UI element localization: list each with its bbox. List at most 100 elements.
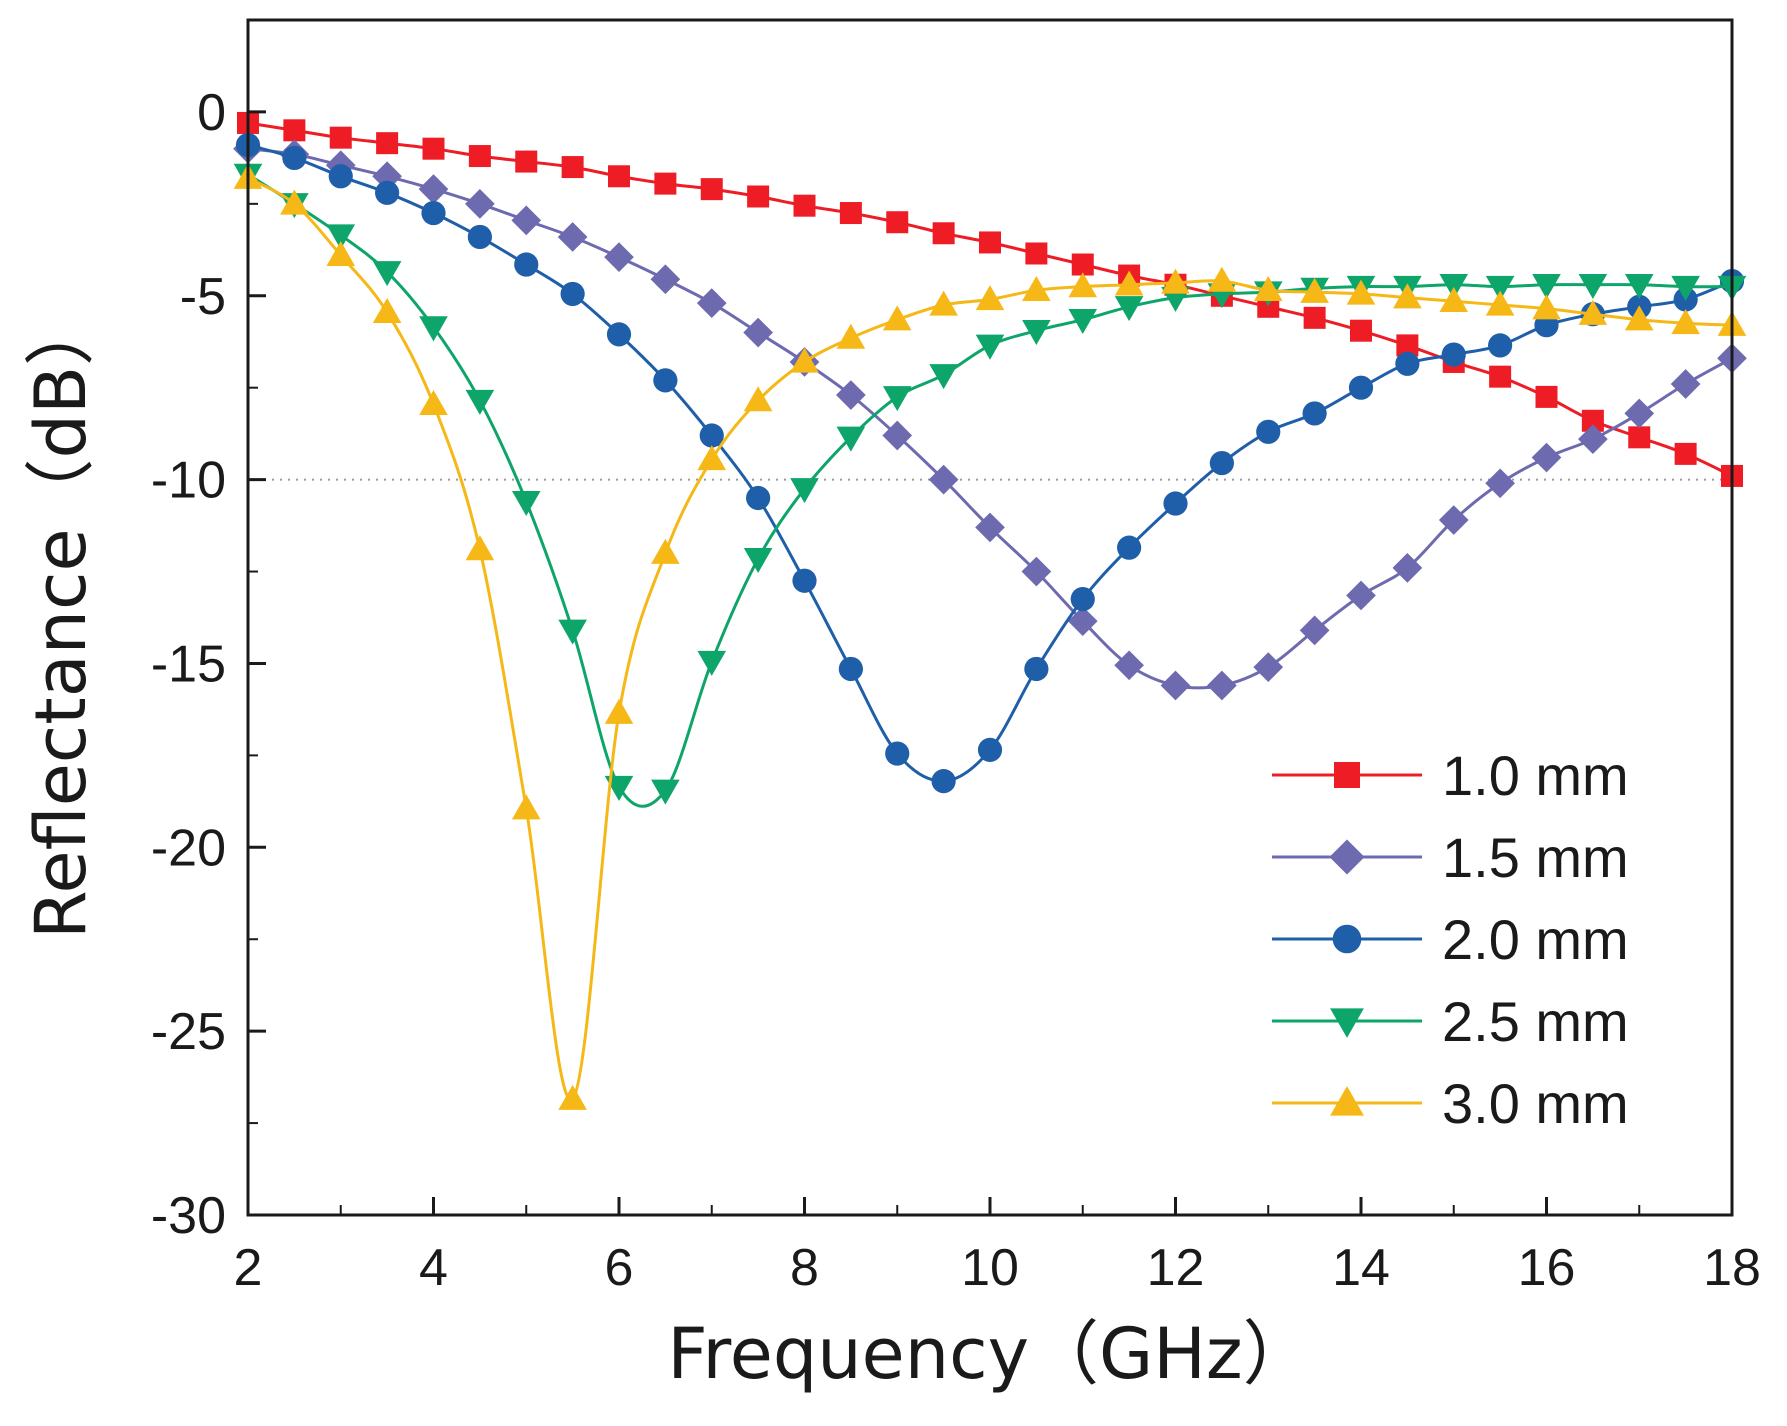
data-point-1_0-mm <box>561 156 584 179</box>
data-point-3_0-mm <box>1485 290 1515 316</box>
data-point-1_5-mm <box>418 174 449 204</box>
series-2_0-mm <box>235 132 1745 794</box>
legend-marker <box>1330 1086 1364 1116</box>
data-point-1_0-mm <box>1025 242 1048 265</box>
data-point-3_0-mm <box>280 189 309 215</box>
data-point-2_5-mm <box>697 650 727 676</box>
data-point-2_5-mm <box>326 224 356 250</box>
data-point-1_0-mm <box>422 137 445 160</box>
data-point-1_0-mm <box>283 119 306 142</box>
data-point-2_5-mm <box>1114 296 1144 322</box>
data-point-3_0-mm <box>1346 279 1376 305</box>
data-point-2_0-mm <box>606 322 632 347</box>
data-point-3_0-mm <box>1114 270 1144 296</box>
data-point-2_5-mm <box>1022 319 1051 345</box>
data-point-1_5-mm <box>1346 580 1376 611</box>
data-point-1_0-mm <box>376 132 399 155</box>
x-tick-label: 10 <box>961 1239 1019 1297</box>
data-point-2_5-mm <box>651 779 680 805</box>
x-tick-label: 4 <box>419 1239 448 1297</box>
data-point-2_5-mm <box>1068 308 1098 334</box>
data-point-2_5-mm <box>465 389 495 415</box>
data-point-1_0-mm <box>1350 319 1372 342</box>
data-point-2_5-mm <box>419 316 448 342</box>
data-point-2_5-mm <box>882 386 912 412</box>
data-point-2_0-mm <box>1256 419 1281 444</box>
data-point-3_0-mm <box>1532 294 1561 320</box>
data-point-2_0-mm <box>1441 342 1466 367</box>
data-point-3_0-mm <box>1439 286 1469 313</box>
data-point-2_0-mm <box>1348 375 1374 400</box>
data-point-1_0-mm <box>515 150 538 173</box>
data-point-3_0-mm <box>651 538 680 564</box>
data-point-2_0-mm <box>514 252 539 277</box>
data-point-1_0-mm <box>468 145 491 168</box>
x-tick-label: 12 <box>1147 1239 1205 1297</box>
data-point-2_5-mm <box>1624 274 1654 300</box>
series-layer <box>233 111 1747 1110</box>
x-tick-label: 18 <box>1703 1239 1761 1297</box>
data-point-1_5-mm <box>975 512 1005 543</box>
data-point-1_0-mm <box>839 202 862 225</box>
data-point-3_0-mm <box>743 386 773 412</box>
data-point-2_0-mm <box>1163 491 1188 516</box>
data-point-3_0-mm <box>1207 266 1237 292</box>
ticks-layer: 2 4 6 8 10 12 14 16 18 0 -5 -10 -15 -20 -25 -30 <box>151 19 1761 1297</box>
data-point-3_0-mm <box>1578 299 1608 325</box>
data-point-3_0-mm <box>1393 283 1422 309</box>
data-point-1_0-mm <box>1257 295 1280 318</box>
legend-label: 3.0 mm <box>1442 1072 1629 1135</box>
series-2_5-mm <box>233 163 1747 808</box>
legend-entry-1_5-mm: 1.5 mm <box>1272 826 1629 889</box>
y-tick-label: -10 <box>151 452 226 510</box>
legend-marker <box>1330 1008 1364 1038</box>
y-axis-title: Reflectance（dB） <box>20 296 102 939</box>
data-point-3_0-mm <box>1022 275 1051 301</box>
data-point-2_5-mm <box>929 364 958 390</box>
data-point-3_0-mm <box>1068 272 1098 298</box>
data-point-1_0-mm <box>654 172 677 195</box>
data-point-1_5-mm <box>743 317 773 348</box>
legend-entry-3_0-mm: 3.0 mm <box>1272 1072 1629 1135</box>
data-point-2_5-mm <box>790 478 819 504</box>
data-point-2_5-mm <box>975 334 1005 360</box>
data-point-1_5-mm <box>650 264 681 295</box>
data-point-2_5-mm <box>1671 275 1700 301</box>
legend-label: 1.0 mm <box>1442 744 1629 807</box>
data-point-2_0-mm <box>282 145 307 170</box>
series-1_0-mm <box>237 111 1743 487</box>
data-point-1_0-mm <box>608 165 630 188</box>
data-point-3_0-mm <box>929 290 958 316</box>
data-point-3_0-mm <box>790 347 819 373</box>
data-point-1_0-mm <box>1535 385 1558 408</box>
series-1_5-mm <box>233 133 1747 701</box>
data-point-1_5-mm <box>511 205 542 236</box>
data-point-2_0-mm <box>467 224 492 250</box>
y-tick-label: -30 <box>151 1187 226 1245</box>
y-tick-label: -20 <box>151 819 226 877</box>
data-point-2_0-mm <box>1117 535 1142 560</box>
data-point-1_0-mm <box>793 194 816 217</box>
y-tick-label: -25 <box>151 1003 226 1061</box>
data-point-1_0-mm <box>1489 365 1512 388</box>
legend-label: 2.0 mm <box>1442 908 1629 971</box>
data-point-2_5-mm <box>1485 275 1515 301</box>
data-point-2_0-mm <box>977 737 1003 762</box>
x-tick-label: 14 <box>1332 1239 1390 1297</box>
data-point-2_0-mm <box>328 164 353 189</box>
x-tick-label: 6 <box>605 1239 634 1297</box>
data-point-3_0-mm <box>1300 277 1329 303</box>
data-point-3_0-mm <box>419 389 448 415</box>
data-point-1_5-mm <box>1578 424 1608 455</box>
data-point-3_0-mm <box>975 285 1005 311</box>
data-point-3_0-mm <box>1624 305 1654 331</box>
data-point-2_5-mm <box>558 619 587 645</box>
legend-label: 2.5 mm <box>1442 990 1629 1053</box>
data-point-3_0-mm <box>836 323 866 349</box>
data-point-1_0-mm <box>329 126 352 149</box>
data-point-2_0-mm <box>885 741 910 766</box>
data-point-1_5-mm <box>1438 505 1469 535</box>
y-tick-label: -5 <box>180 268 226 326</box>
data-point-2_5-mm <box>836 426 866 452</box>
data-point-3_0-mm <box>1253 275 1283 301</box>
